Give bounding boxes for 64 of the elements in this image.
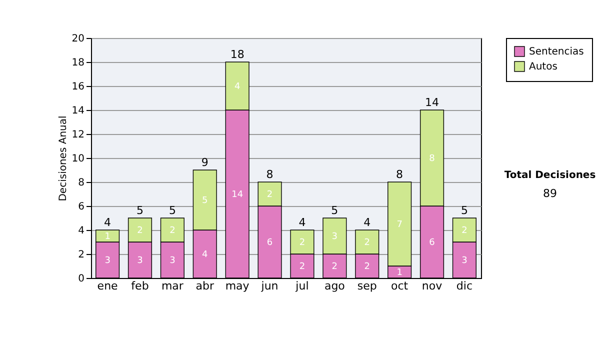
total-label: 4: [298, 216, 306, 229]
y-tick-label: 6: [78, 202, 84, 212]
total-label: 14: [425, 96, 440, 109]
data-label: 3: [170, 256, 176, 266]
text: 89: [542, 187, 558, 200]
y-tick-label: 0: [78, 274, 84, 284]
total-label: 8: [396, 168, 404, 181]
total-label: 5: [168, 204, 176, 217]
y-tick-label: 10: [72, 154, 84, 164]
total-label: 5: [331, 204, 338, 217]
data-label: 1: [396, 268, 402, 278]
data-label: 2: [364, 262, 370, 272]
x-tick-label: abr: [196, 280, 214, 292]
total-label: 4: [364, 216, 371, 229]
text: Total Decisiones: [503, 170, 597, 181]
data-label: 2: [364, 238, 370, 248]
x-tick-label: nov: [422, 280, 443, 292]
data-label: 2: [299, 238, 306, 248]
y-tick-label: 2: [78, 250, 84, 260]
total-label: 4: [104, 216, 112, 229]
x-tick-label: mar: [161, 280, 184, 292]
y-tick-label: 14: [72, 106, 84, 116]
x-tick-label: jun: [260, 280, 278, 292]
data-label: 3: [462, 256, 468, 266]
x-tick-label: sep: [357, 280, 377, 292]
total-label: 18: [230, 48, 244, 61]
total-label: 8: [266, 168, 274, 181]
data-label: 2: [170, 226, 176, 236]
data-label: 3: [332, 232, 338, 242]
legend-label: Autos: [529, 62, 558, 72]
data-label: 4: [202, 250, 208, 260]
y-axis-title: Decisiones Anual: [58, 116, 69, 202]
data-label: 2: [462, 226, 468, 236]
x-tick-label: may: [225, 280, 250, 292]
data-label: 3: [137, 256, 143, 266]
data-label: 14: [232, 190, 244, 200]
y-tick-label: 8: [78, 178, 84, 188]
data-label: 2: [137, 226, 143, 236]
data-label: 3: [104, 256, 110, 266]
total-label: 9: [201, 156, 208, 169]
x-tick-label: feb: [131, 280, 149, 292]
legend-label: Sentencias: [529, 46, 584, 58]
data-label: 6: [266, 238, 273, 248]
y-tick-label: 16: [72, 82, 84, 92]
data-label: 8: [429, 154, 436, 164]
data-label: 2: [266, 190, 273, 200]
x-tick-label: jul: [294, 280, 309, 292]
x-tick-label: oct: [391, 280, 409, 292]
data-label: 2: [299, 262, 306, 272]
y-tick-label: 12: [72, 130, 84, 140]
y-tick-label: 18: [72, 58, 84, 68]
y-tick-label: 20: [72, 34, 84, 44]
data-label: 6: [429, 238, 436, 248]
data-label: 2: [332, 262, 338, 272]
total-label: 5: [460, 204, 468, 217]
y-tick-label: 4: [78, 226, 84, 236]
data-label: 5: [202, 196, 208, 206]
data-label: 4: [234, 82, 240, 92]
x-tick-label: dic: [456, 280, 472, 292]
data-label: 7: [396, 220, 402, 230]
x-tick-label: ago: [324, 280, 346, 292]
data-label: 1: [104, 232, 110, 242]
x-tick-label: ene: [97, 280, 118, 292]
total-label: 5: [136, 204, 144, 217]
